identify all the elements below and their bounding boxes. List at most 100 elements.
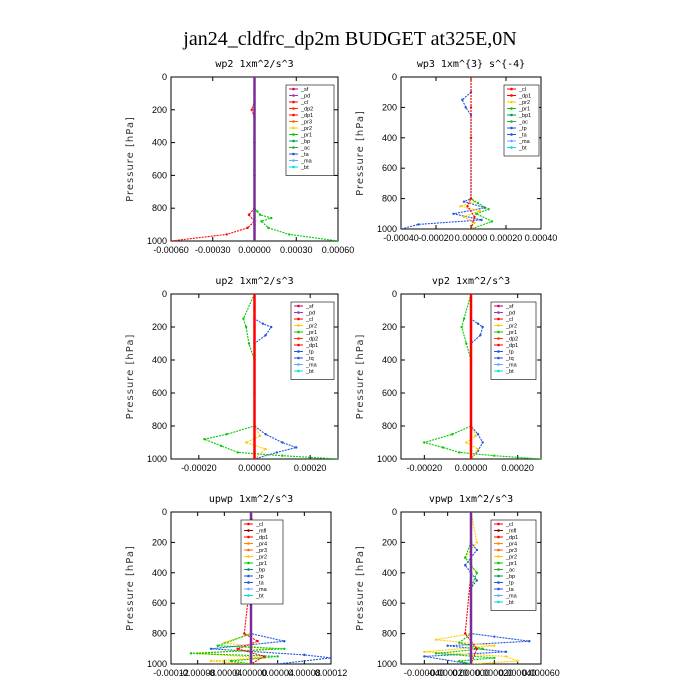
legend-marker: [497, 350, 500, 353]
legend-marker: [510, 87, 513, 91]
x-tick-label: 0.000020: [476, 668, 514, 678]
legend-marker: [292, 133, 295, 136]
y-tick-label: 0: [162, 72, 167, 82]
series-point: [253, 294, 256, 296]
legend-marker: [497, 587, 500, 591]
legend-marker: [510, 107, 513, 110]
x-tick-label: 0.00008: [288, 668, 321, 678]
series-point: [253, 141, 256, 144]
series-point: [264, 334, 267, 337]
y-tick-label: 400: [152, 568, 167, 578]
legend-marker: [497, 317, 500, 321]
x-tick-label: 0.00030: [280, 245, 313, 255]
legend-marker: [497, 548, 500, 552]
x-tick-label: -0.00020: [407, 463, 443, 473]
series-point: [270, 325, 273, 329]
y-tick-label: 400: [382, 568, 397, 578]
legend-entry: _pr4: [255, 542, 267, 548]
series-point: [469, 662, 473, 664]
legend-marker: [247, 561, 250, 565]
legend-entry: _bt: [505, 369, 514, 375]
series-point: [462, 200, 466, 203]
series-group: [422, 294, 541, 459]
legend-entry: _ma: [505, 363, 518, 369]
series-line-pr2: [424, 512, 518, 664]
series-point: [465, 342, 468, 345]
legend-entry: _cl: [255, 522, 263, 528]
legend-entry: _pr4: [505, 542, 517, 548]
series-point: [263, 655, 266, 658]
series-point: [469, 632, 473, 635]
legend-entry: _bp: [505, 574, 515, 580]
legend-entry: _cl: [300, 100, 308, 106]
series-point: [247, 342, 251, 345]
series-point: [209, 647, 213, 650]
legend-entry: _pr2: [300, 126, 312, 132]
series-point: [504, 650, 508, 654]
series-point: [229, 659, 233, 663]
series-line-pr1: [422, 294, 541, 459]
legend-entry: _bt: [505, 600, 514, 606]
legend-marker: [510, 100, 513, 104]
legend-entry: _cl: [305, 317, 313, 323]
legend-entry: _bp: [255, 568, 265, 574]
y-tick-label: 1000: [147, 236, 167, 246]
series-point: [336, 457, 338, 459]
x-tick-label: -0.00020: [181, 463, 217, 473]
x-tick-label: 0.00000: [455, 233, 488, 243]
series-point: [458, 641, 461, 644]
y-tick-label: 800: [382, 421, 397, 431]
legend-entry: _ma: [305, 363, 318, 369]
legend-marker: [497, 324, 500, 327]
series-point: [434, 652, 438, 655]
series-point: [475, 541, 479, 544]
series-point: [288, 233, 291, 236]
series-point: [281, 454, 284, 457]
series-group: [423, 512, 531, 664]
legend-marker: [497, 535, 500, 539]
y-axis-label: Pressure [hPa]: [355, 110, 366, 196]
series-point: [469, 325, 473, 329]
panel-title: up2 1xm^2/s^3: [215, 276, 293, 287]
y-tick-label: 1000: [377, 454, 397, 464]
series-point: [462, 215, 466, 219]
legend-marker: [497, 369, 500, 373]
series-point: [256, 210, 259, 213]
legend-marker: [510, 120, 513, 123]
legend-entry: _pr3: [255, 548, 267, 554]
x-tick-label: -0.00020: [418, 233, 454, 243]
y-tick-label: 800: [152, 421, 167, 431]
series-point: [260, 220, 263, 223]
panel-title: vpwp 1xm^2/s^3: [429, 494, 513, 505]
legend-marker: [497, 343, 500, 347]
panel-1: wp2 1xm^2/s^3 Pressure [hPa] 0 200 400 600 800…: [125, 59, 354, 255]
legend-marker: [292, 126, 295, 130]
series-point: [476, 322, 480, 325]
x-tick-label: 0.00012: [315, 668, 348, 678]
series-point: [469, 602, 473, 605]
legend-entry: _pr1: [300, 133, 312, 139]
legend-marker: [497, 522, 500, 526]
series-point: [244, 325, 248, 329]
legend-marker: [292, 152, 295, 156]
series-point: [253, 207, 256, 210]
series-line-pr1: [190, 512, 285, 664]
y-axis-label: Pressure [hPa]: [355, 545, 366, 631]
series-point: [247, 213, 251, 216]
legend-entry: _pr1: [305, 330, 317, 336]
panel-title: wp2 1xm^2/s^3: [215, 59, 293, 70]
y-axis-label: Pressure [hPa]: [355, 334, 366, 420]
series-point: [171, 239, 173, 241]
legend-marker: [297, 311, 300, 314]
legend-entry: _tq: [505, 356, 514, 362]
x-tick-label: 0.00000: [235, 668, 268, 678]
legend-entry: _pd: [305, 311, 315, 317]
legend-marker: [297, 317, 300, 321]
series-point: [225, 433, 228, 436]
legend-entry: _sf: [300, 87, 309, 93]
series-point: [253, 223, 256, 226]
y-tick-label: 800: [152, 203, 167, 213]
series-point: [303, 653, 306, 657]
series-point: [463, 556, 467, 559]
series-point: [475, 212, 478, 215]
